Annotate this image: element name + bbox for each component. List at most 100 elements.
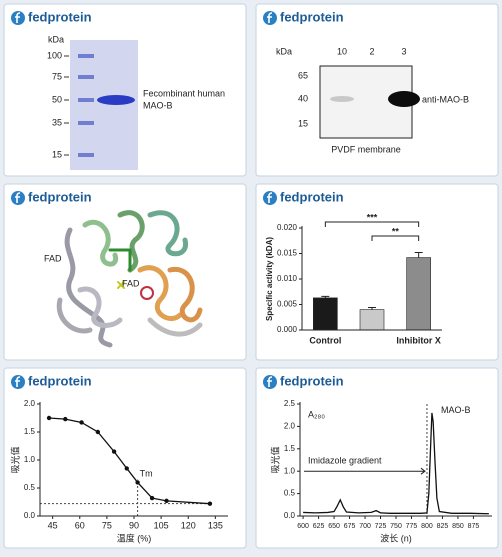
gel-unit: kDa xyxy=(48,34,64,44)
ladder-band xyxy=(78,75,94,79)
x-tick-label: 90 xyxy=(129,520,139,530)
marker-label: 75 xyxy=(52,71,62,81)
logo-text: fedprotein xyxy=(280,9,344,24)
y-tick-label: 2.5 xyxy=(284,399,296,408)
bar xyxy=(313,297,338,331)
x-tick-label: 75 xyxy=(102,520,112,530)
y-tick-label: 0.5 xyxy=(284,489,296,498)
ladder-band xyxy=(78,121,94,125)
x-tick-label: 850 xyxy=(452,523,464,530)
x-tick-label: Control xyxy=(309,335,341,345)
x-tick-label: 600 xyxy=(297,523,309,530)
blot-label: anti-MAO-B xyxy=(422,94,469,104)
marker-label: 65 xyxy=(298,70,308,80)
logo-mark xyxy=(267,192,273,203)
panel xyxy=(3,183,247,361)
logo-text: fedprotein xyxy=(280,373,344,388)
x-tick-label: 120 xyxy=(181,520,196,530)
panel xyxy=(3,367,247,549)
logo-mark xyxy=(15,192,21,203)
y-tick-label: 0.0 xyxy=(284,511,296,520)
logo-icon xyxy=(263,375,277,389)
logo-text: fedprotein xyxy=(28,373,92,388)
ladder-band xyxy=(78,98,94,102)
y-tick-label: 1.0 xyxy=(24,455,36,464)
significance-label: ** xyxy=(392,226,400,236)
gel xyxy=(70,40,138,170)
x-tick-label: 775 xyxy=(406,523,418,530)
ladder-band xyxy=(78,54,94,58)
y-axis-label: Specific activity (kDA) xyxy=(265,237,274,321)
marker-label: 15 xyxy=(298,118,308,128)
x-tick-label: 875 xyxy=(468,523,480,530)
x-tick-label: 650 xyxy=(328,523,340,530)
line xyxy=(48,417,210,505)
logo-text: fedprotein xyxy=(28,189,92,204)
line xyxy=(303,412,489,515)
x-tick-label: 60 xyxy=(75,520,85,530)
y-axis-label: 吸光值 xyxy=(269,446,280,473)
bar xyxy=(406,257,431,331)
x-tick-label: 725 xyxy=(375,523,387,530)
x-tick-label: 700 xyxy=(359,523,371,530)
logo-mark xyxy=(15,12,21,23)
point xyxy=(164,498,169,504)
point xyxy=(95,429,101,435)
marker-label: 15 xyxy=(52,149,62,159)
logo-text: fedprotein xyxy=(280,189,344,204)
logo-mark xyxy=(267,376,273,387)
significance-bracket xyxy=(324,221,420,227)
x-tick-label: 105 xyxy=(154,520,169,530)
lane-label: 3 xyxy=(401,46,406,56)
logo-text: fedprotein xyxy=(28,9,92,24)
point xyxy=(111,449,117,454)
annotation: Tm xyxy=(140,468,153,478)
point xyxy=(135,480,140,485)
y-tick-label: 0.015 xyxy=(277,249,298,258)
faint-band xyxy=(330,96,354,102)
x-tick-label: 800 xyxy=(421,523,433,530)
error-bar xyxy=(368,307,376,310)
bar xyxy=(359,309,385,331)
point xyxy=(63,416,68,422)
marker-label: 40 xyxy=(298,93,308,103)
sample-band xyxy=(97,95,135,105)
annotation: A₂₈₀ xyxy=(308,410,325,420)
logo-icon xyxy=(263,11,277,25)
x-tick-label: 135 xyxy=(208,520,223,530)
point xyxy=(149,495,155,501)
gel-label: Fecombinant human xyxy=(143,88,225,98)
logo-mark xyxy=(15,376,21,387)
y-tick-label: 0.020 xyxy=(277,223,298,232)
gradient-arrow xyxy=(304,467,426,475)
logo-mark xyxy=(267,12,273,23)
lane-label: 10 xyxy=(337,46,347,56)
blot-band xyxy=(388,91,420,107)
point xyxy=(207,501,213,506)
y-axis-label: 吸光值 xyxy=(9,446,20,473)
logo-icon xyxy=(263,191,277,205)
logo-icon xyxy=(11,375,25,389)
x-axis-label: 波长 (n) xyxy=(380,532,412,543)
y-tick-label: 2.0 xyxy=(284,422,296,431)
error-bar xyxy=(321,295,330,298)
y-tick-label: 1.5 xyxy=(284,444,296,453)
y-tick-label: 0.010 xyxy=(277,274,298,283)
error-bar xyxy=(414,251,423,258)
gel-label: MAO-B xyxy=(143,100,173,110)
marker-label: 100 xyxy=(47,50,62,60)
logo-icon xyxy=(11,11,25,25)
x-tick-label: 625 xyxy=(313,523,325,530)
lane-label: 2 xyxy=(369,46,374,56)
y-tick-label: 0.000 xyxy=(277,325,298,334)
ladder-band xyxy=(78,153,94,157)
protein-structure xyxy=(56,210,203,348)
annotation: Imidazole gradient xyxy=(308,456,382,466)
marker-label: 50 xyxy=(52,94,62,104)
x-tick-label: 675 xyxy=(344,523,356,530)
point xyxy=(79,420,84,425)
x-tick-label: 45 xyxy=(48,520,58,530)
significance-bracket xyxy=(371,235,420,241)
